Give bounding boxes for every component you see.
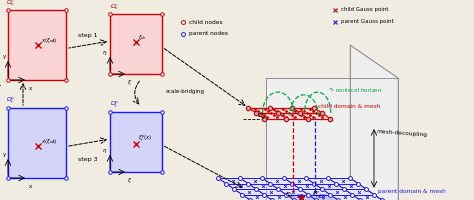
Text: step 1: step 1 bbox=[78, 32, 98, 38]
Text: child nodes: child nodes bbox=[189, 20, 223, 24]
Text: $\Omega_r^p$: $\Omega_r^p$ bbox=[6, 95, 16, 106]
Text: scale-bridging: scale-bridging bbox=[166, 89, 205, 94]
Text: $\Omega_i^p$: $\Omega_i^p$ bbox=[318, 193, 327, 200]
Text: $\eta$: $\eta$ bbox=[102, 49, 108, 57]
Text: child Gauss point: child Gauss point bbox=[341, 7, 389, 12]
Text: $x(\xi_{sA})$: $x(\xi_{sA})$ bbox=[41, 36, 57, 45]
Text: child domain & mesh: child domain & mesh bbox=[318, 104, 381, 110]
Text: $\eta$: $\eta$ bbox=[102, 147, 108, 155]
Polygon shape bbox=[266, 78, 398, 200]
Text: $\Omega_s^c$: $\Omega_s^c$ bbox=[6, 0, 15, 7]
Text: $\xi_{rg}^p$: $\xi_{rg}^p$ bbox=[312, 190, 322, 200]
Text: parent domain & mesh: parent domain & mesh bbox=[378, 188, 446, 194]
Text: y: y bbox=[2, 54, 6, 59]
Text: $\xi_r^p(x)$: $\xi_r^p(x)$ bbox=[138, 133, 153, 144]
Text: $\xi_{sh}$: $\xi_{sh}$ bbox=[138, 33, 147, 42]
Text: step 3: step 3 bbox=[78, 156, 98, 162]
Bar bbox=[8, 108, 66, 178]
Bar bbox=[110, 14, 162, 74]
Text: $\xi$: $\xi$ bbox=[128, 176, 133, 185]
Polygon shape bbox=[218, 178, 398, 200]
Text: parent nodes: parent nodes bbox=[189, 31, 228, 36]
Text: x: x bbox=[28, 86, 32, 91]
Text: parent Gauss point: parent Gauss point bbox=[341, 20, 393, 24]
Text: y: y bbox=[2, 152, 6, 157]
Bar bbox=[110, 112, 162, 172]
Text: step 2: step 2 bbox=[0, 75, 2, 95]
Polygon shape bbox=[350, 45, 398, 200]
Text: $\xi_{sh}^c$: $\xi_{sh}^c$ bbox=[285, 191, 295, 200]
Text: $\xi$: $\xi$ bbox=[128, 78, 133, 87]
Text: $\Omega_s^c$: $\Omega_s^c$ bbox=[110, 2, 119, 11]
Text: $\curvearrowright$ nonlocal horizon: $\curvearrowright$ nonlocal horizon bbox=[328, 86, 383, 94]
Polygon shape bbox=[248, 108, 330, 118]
Polygon shape bbox=[308, 194, 338, 200]
Polygon shape bbox=[286, 194, 316, 200]
Text: x: x bbox=[28, 184, 32, 189]
Text: $\Omega_g^c$: $\Omega_g^c$ bbox=[257, 111, 267, 122]
Text: $\Omega_r^p$: $\Omega_r^p$ bbox=[110, 99, 119, 110]
Bar bbox=[8, 10, 66, 80]
Text: mesh-decoupling: mesh-decoupling bbox=[377, 129, 428, 137]
Text: $\Omega_i^p$: $\Omega_i^p$ bbox=[296, 193, 305, 200]
Text: $x(\xi_{sA})$: $x(\xi_{sA})$ bbox=[41, 137, 57, 146]
